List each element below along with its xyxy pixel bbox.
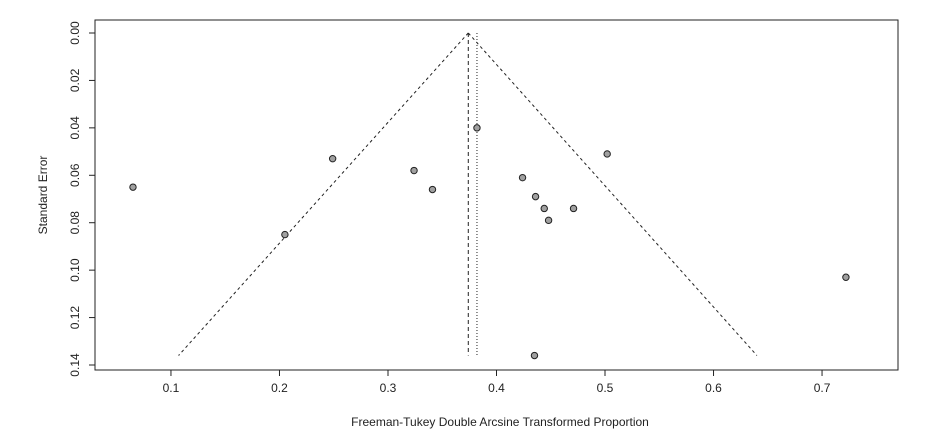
y-tick-label: 0.10 [68,258,82,282]
x-tick-label: 0.1 [163,381,180,395]
x-tick-label: 0.6 [705,381,722,395]
y-tick-label: 0.12 [68,306,82,330]
data-point [518,173,527,182]
y-tick-label: 0.14 [68,353,82,377]
data-point [129,183,137,191]
x-axis: 0.1 0.2 0.3 0.4 0.5 0.6 0.7 [163,370,831,395]
x-tick-label: 0.7 [814,381,831,395]
y-tick-label: 0.02 [68,68,82,92]
funnel-right-line [467,32,758,356]
data-point [530,351,539,360]
y-axis: 0.00 0.02 0.04 0.06 0.08 0.10 0.12 0.14 [68,21,95,377]
data-point [428,185,437,194]
data-point [410,166,418,175]
y-tick-label: 0.08 [68,211,82,235]
data-point [281,230,289,239]
data-point [544,216,553,225]
data-point [328,154,337,163]
y-axis-title: Standard Error [36,156,50,235]
x-axis-title: Freeman-Tukey Double Arcsine Transformed… [351,415,649,429]
x-tick-label: 0.5 [597,381,614,395]
data-point [603,150,611,158]
data-points [129,124,850,360]
x-tick-label: 0.2 [271,381,288,395]
y-tick-label: 0.00 [68,21,82,45]
x-tick-label: 0.4 [488,381,505,395]
funnel-lines [178,32,758,356]
data-point [540,204,548,213]
data-point [842,273,850,281]
data-point [531,192,540,201]
data-point [569,204,578,213]
funnel-left-line [178,32,469,356]
y-tick-label: 0.06 [68,163,82,187]
y-tick-label: 0.04 [68,116,82,140]
x-tick-label: 0.3 [380,381,397,395]
plot-frame [94,19,899,371]
data-point [473,124,481,132]
